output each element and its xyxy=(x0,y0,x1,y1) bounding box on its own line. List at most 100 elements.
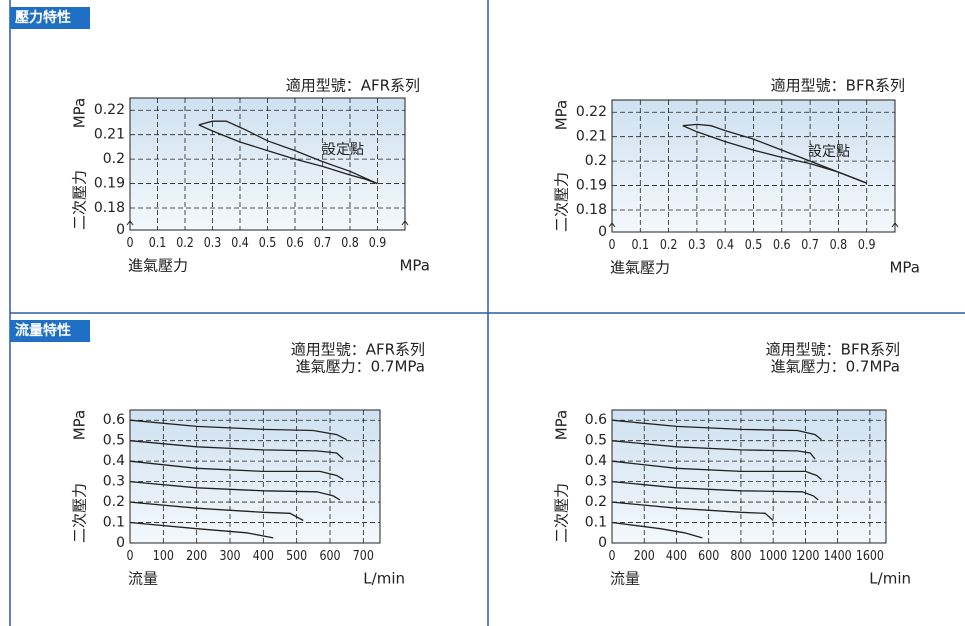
y-tick-label: 0.2 xyxy=(585,153,607,169)
x-tick-label: 700 xyxy=(353,548,374,563)
section-header: 流量特性 xyxy=(15,322,71,339)
x-axis-label: 流量 xyxy=(128,570,158,588)
x-tick-label: 1600 xyxy=(856,548,884,563)
y-tick-label: 0 xyxy=(598,535,607,551)
y-tick-label: 0.19 xyxy=(94,176,125,192)
data-line xyxy=(129,501,304,522)
axis-break xyxy=(891,222,899,228)
x-tick-label: 0.5 xyxy=(259,235,277,250)
x-axis-unit: MPa xyxy=(889,259,920,277)
x-axis-label: 流量 xyxy=(610,570,640,588)
data-line xyxy=(129,480,341,501)
x-tick-label: 500 xyxy=(286,548,307,563)
x-tick-label: 100 xyxy=(153,548,174,563)
annotation: 適用型號：AFR系列 xyxy=(286,77,420,95)
x-tick-label: 0.6 xyxy=(286,235,304,250)
x-tick-label: 0.9 xyxy=(858,237,876,252)
x-tick-label: 600 xyxy=(319,548,340,563)
data-line xyxy=(198,120,378,185)
y-axis-unit: MPa xyxy=(71,98,89,129)
data-line xyxy=(129,521,274,539)
annotation: 進氣壓力：0.7MPa xyxy=(296,358,425,376)
x-tick-label: 400 xyxy=(666,548,687,563)
data-line xyxy=(611,521,703,539)
x-tick-label: 0.1 xyxy=(149,235,167,250)
x-tick-label: 0 xyxy=(608,548,615,563)
x-tick-label: 0.7 xyxy=(801,237,819,252)
x-tick-label: 400 xyxy=(253,548,274,563)
x-tick-label: 0.8 xyxy=(830,237,848,252)
x-axis-unit: L/min xyxy=(363,570,405,588)
y-tick-label: 0.6 xyxy=(103,412,125,428)
y-tick-label: 0.5 xyxy=(585,433,607,449)
setpoint-label: 設定點 xyxy=(322,142,364,158)
y-tick-label: 0.21 xyxy=(576,129,607,145)
data-line xyxy=(682,123,867,184)
y-tick-label: 0.22 xyxy=(576,104,607,120)
annotation: 適用型號：BFR系列 xyxy=(771,77,905,95)
x-tick-label: 1200 xyxy=(791,548,819,563)
y-tick-label: 0.18 xyxy=(94,200,125,216)
y-axis-unit: MPa xyxy=(71,410,89,441)
data-line xyxy=(129,440,344,460)
y-axis-label: 二次壓力 xyxy=(553,483,571,543)
x-tick-label: 200 xyxy=(186,548,207,563)
x-axis-unit: MPa xyxy=(399,257,430,275)
axis-break xyxy=(608,222,616,228)
setpoint-label: 設定點 xyxy=(808,144,850,160)
plot-area xyxy=(129,409,381,544)
x-tick-label: 800 xyxy=(730,548,751,563)
x-tick-label: 0.7 xyxy=(314,235,332,250)
y-tick-label: 0.3 xyxy=(585,474,607,490)
y-tick-label: 0.2 xyxy=(103,494,125,510)
y-tick-label: 0.4 xyxy=(103,453,125,469)
x-tick-label: 0.1 xyxy=(632,237,650,252)
x-tick-label: 0 xyxy=(608,237,615,252)
y-axis-label: 二次壓力 xyxy=(71,170,89,230)
x-tick-label: 0.3 xyxy=(204,235,222,250)
section-header-bg xyxy=(10,7,90,29)
y-axis-unit: MPa xyxy=(553,410,571,441)
y-tick-label: 0.4 xyxy=(585,453,607,469)
plot-area xyxy=(611,409,887,544)
x-axis-unit: L/min xyxy=(869,570,911,588)
y-tick-label: 0.2 xyxy=(103,151,125,167)
x-axis-label: 進氣壓力 xyxy=(610,259,670,277)
data-line xyxy=(129,419,347,441)
x-tick-label: 1400 xyxy=(824,548,852,563)
annotation: 進氣壓力：0.7MPa xyxy=(771,358,900,376)
x-axis-label: 進氣壓力 xyxy=(128,257,188,275)
x-tick-label: 0.2 xyxy=(660,237,678,252)
y-tick-label: 0.1 xyxy=(585,515,607,531)
data-line xyxy=(611,440,816,460)
x-tick-label: 0.2 xyxy=(176,235,194,250)
x-tick-label: 300 xyxy=(219,548,240,563)
x-tick-label: 1000 xyxy=(759,548,787,563)
y-tick-label: 0.22 xyxy=(94,102,125,118)
x-tick-label: 0.3 xyxy=(688,237,706,252)
annotation: 適用型號：BFR系列 xyxy=(766,341,900,359)
data-line xyxy=(611,460,822,481)
x-tick-label: 200 xyxy=(634,548,655,563)
annotation: 適用型號：AFR系列 xyxy=(291,341,425,359)
x-tick-label: 0.4 xyxy=(231,235,249,250)
x-tick-label: 0.6 xyxy=(773,237,791,252)
x-tick-label: 0 xyxy=(126,548,133,563)
y-axis-label: 二次壓力 xyxy=(553,172,571,232)
x-tick-label: 0 xyxy=(126,235,133,250)
y-tick-label: 0.19 xyxy=(576,178,607,194)
x-tick-label: 0.4 xyxy=(716,237,734,252)
section-header: 壓力特性 xyxy=(15,9,71,26)
y-tick-label: 0 xyxy=(116,535,125,551)
data-line xyxy=(611,419,822,441)
y-tick-label: 0.21 xyxy=(94,127,125,143)
y-tick-label: 0.2 xyxy=(585,494,607,510)
y-tick-label: 0.1 xyxy=(103,515,125,531)
data-line xyxy=(129,460,344,481)
x-tick-label: 0.8 xyxy=(341,235,359,250)
y-tick-label: 0 xyxy=(598,224,607,240)
y-axis-unit: MPa xyxy=(553,100,571,131)
y-tick-label: 0.18 xyxy=(576,202,607,218)
